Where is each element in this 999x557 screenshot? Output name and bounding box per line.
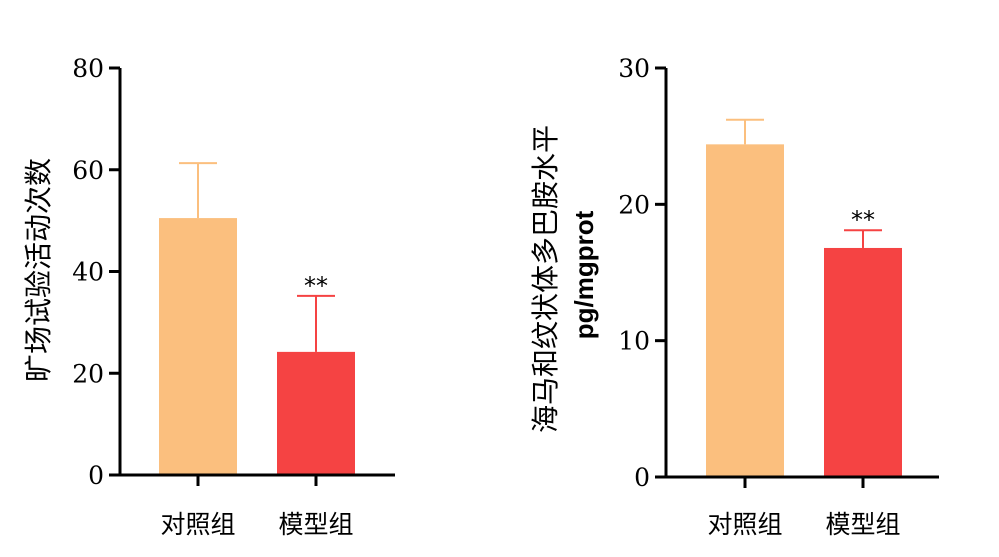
chart-panel-dopamine: 海马和纹状体多巴胺水平 pg/mgprot 对照组 ** 模型组 0 10 20 30: [529, 54, 939, 539]
y-tick-label: 20: [72, 359, 104, 388]
significance-label: **: [304, 272, 328, 300]
y-tick-label: 0: [88, 461, 104, 490]
bar-model: [277, 351, 355, 475]
y-tick-label: 60: [72, 156, 104, 185]
chart-panel-activity: 旷场试验活动次数 对照组 ** 模型组 0 20 40 60 80: [22, 54, 395, 539]
y-axis-label: 旷场试验活动次数: [22, 158, 55, 382]
y-axis-label: 海马和纹状体多巴胺水平: [529, 125, 562, 433]
bar-control: [159, 218, 237, 476]
x-tick-label: 对照组: [707, 510, 782, 539]
y-axis-unit-label: pg/mgprot: [569, 210, 599, 339]
x-tick-label: 模型组: [278, 510, 353, 539]
y-tick-label: 20: [618, 190, 650, 219]
y-tick-label: 0: [634, 463, 650, 492]
bar-control: [706, 144, 784, 477]
x-tick-label: 模型组: [825, 510, 900, 539]
significance-label: **: [851, 206, 875, 234]
y-tick-label: 30: [618, 54, 650, 83]
y-tick-label: 80: [72, 54, 104, 83]
y-tick-label: 10: [618, 327, 650, 356]
x-tick-label: 对照组: [160, 510, 235, 539]
bar-model: [824, 247, 902, 477]
y-tick-label: 40: [72, 258, 104, 287]
